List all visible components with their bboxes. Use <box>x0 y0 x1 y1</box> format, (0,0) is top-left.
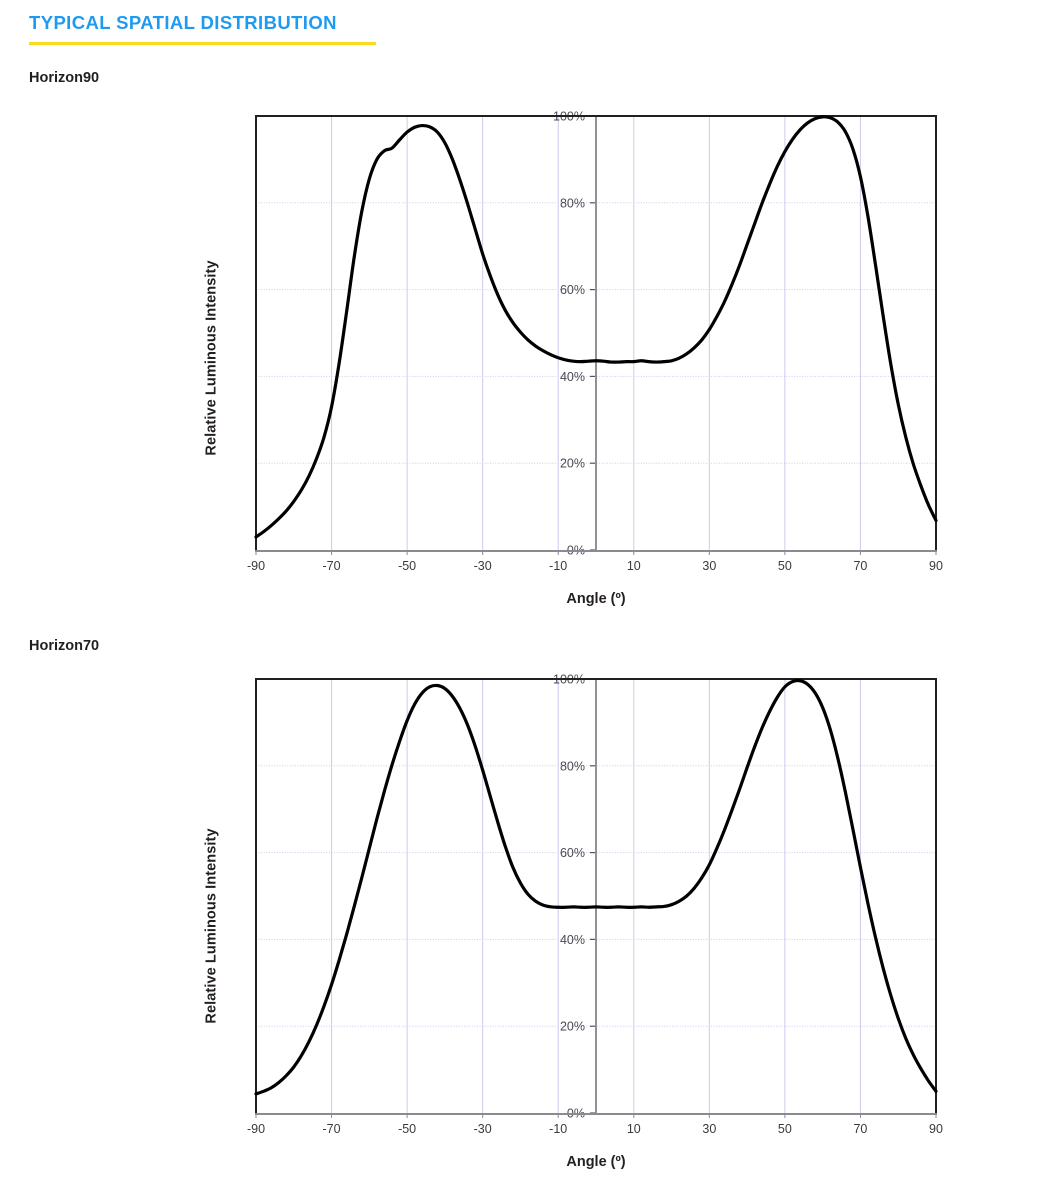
svg-text:70: 70 <box>853 559 867 570</box>
svg-text:90: 90 <box>929 1122 943 1136</box>
x-axis-title-label: Angle (º) <box>566 1154 626 1170</box>
page-title: TYPICAL SPATIAL DISTRIBUTION <box>29 12 337 33</box>
svg-text:80%: 80% <box>560 196 585 210</box>
chart-frame-horizon70: Relative Luminous Intensity 0% 20% 40% 60% 8… <box>0 638 1059 1171</box>
svg-text:60%: 60% <box>560 283 585 297</box>
svg-text:40%: 40% <box>560 933 585 947</box>
svg-text:-90: -90 <box>247 559 265 570</box>
x-axis-title-label: Angle (º) <box>566 591 626 607</box>
x-axis-title-horizon70: Angle (º) <box>256 1154 936 1170</box>
svg-text:60%: 60% <box>560 846 585 860</box>
svg-text:10: 10 <box>627 559 641 570</box>
section-header: TYPICAL SPATIAL DISTRIBUTION <box>29 12 629 46</box>
chart-caption-horizon70: Horizon70 <box>29 638 100 654</box>
x-axis-title-horizon90: Angle (º) <box>256 591 936 607</box>
chart-caption-horizon90: Horizon90 <box>29 70 100 86</box>
svg-text:20%: 20% <box>560 1020 585 1034</box>
svg-text:50: 50 <box>778 559 792 570</box>
svg-text:20%: 20% <box>560 457 585 471</box>
svg-text:-30: -30 <box>474 1122 492 1136</box>
svg-text:40%: 40% <box>560 370 585 384</box>
chart-frame-horizon90: Relative Luminous Intensity 0% 20% 40% 60% 8… <box>0 70 1059 608</box>
svg-text:-10: -10 <box>549 559 567 570</box>
svg-text:30: 30 <box>702 1122 716 1136</box>
svg-text:-90: -90 <box>247 1122 265 1136</box>
svg-text:90: 90 <box>929 559 943 570</box>
svg-text:-70: -70 <box>323 1122 341 1136</box>
plot-area-horizon70: 0%20%40%60%80%100%-90 -70 -50 -30 -10 10 30 50 7… <box>247 673 943 1137</box>
svg-text:80%: 80% <box>560 759 585 773</box>
svg-text:-10: -10 <box>549 1122 567 1136</box>
svg-text:-30: -30 <box>474 559 492 570</box>
plot-area-horizon90: 0%20%40%60%80%100%-90 -70 -50 -30 -10 10 30 50 7… <box>247 110 943 571</box>
title-underline-rule <box>29 42 376 46</box>
svg-text:-50: -50 <box>398 1122 416 1136</box>
svg-text:50: 50 <box>778 1122 792 1136</box>
svg-text:70: 70 <box>853 1122 867 1136</box>
svg-text:-70: -70 <box>323 559 341 570</box>
svg-text:10: 10 <box>627 1122 641 1136</box>
svg-text:-50: -50 <box>398 559 416 570</box>
svg-text:30: 30 <box>702 559 716 570</box>
